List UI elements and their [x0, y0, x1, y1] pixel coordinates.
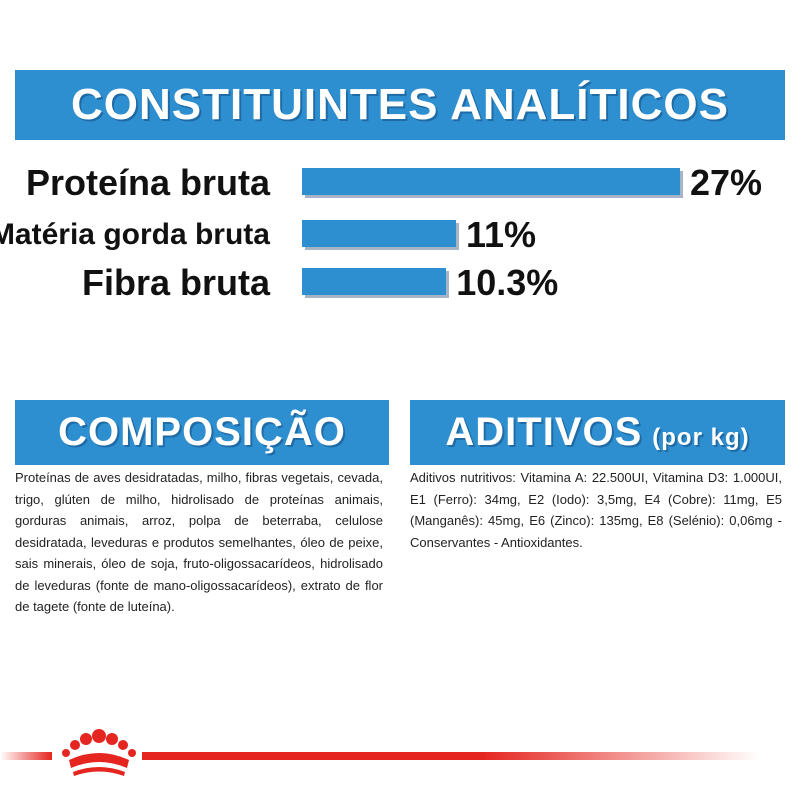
nutrient-label: Proteína bruta — [25, 162, 270, 203]
nutrient-value: 10.3% — [456, 262, 559, 303]
royal-canin-crown-icon — [62, 729, 136, 776]
composition-title: COMPOSIÇÃO — [58, 410, 346, 454]
nutrient-label: Fibra bruta — [81, 262, 270, 303]
nutrient-bar — [302, 220, 456, 247]
analytic-constituents-title: CONSTITUINTES ANALÍTICOS — [71, 80, 729, 129]
additives-title: ADITIVOS — [445, 410, 643, 454]
nutrient-value: 27% — [690, 162, 763, 203]
nutrient-value: 11% — [466, 214, 537, 255]
additives-title-unit: (por kg) — [652, 423, 750, 451]
nutrient-row-fat: Matéria gorda bruta 11% — [0, 210, 800, 260]
additives-banner: ADITIVOS (por kg) — [410, 400, 785, 465]
composition-banner: COMPOSIÇÃO — [15, 400, 389, 465]
analytic-constituents-banner: CONSTITUINTES ANALÍTICOS — [15, 70, 785, 140]
additives-text: Aditivos nutritivos: Vitamina A: 22.500U… — [410, 470, 782, 550]
footer-divider — [0, 752, 760, 760]
nutrient-bar — [302, 168, 680, 195]
nutrient-row-protein: Proteína bruta 27% — [0, 158, 800, 208]
nutrient-row-fibre: Fibra bruta 10.3% — [0, 258, 800, 308]
nutrient-bar — [302, 268, 447, 295]
composition-text: Proteínas de aves desidratadas, milho, f… — [15, 470, 383, 614]
nutrient-label: Matéria gorda bruta — [0, 218, 270, 251]
